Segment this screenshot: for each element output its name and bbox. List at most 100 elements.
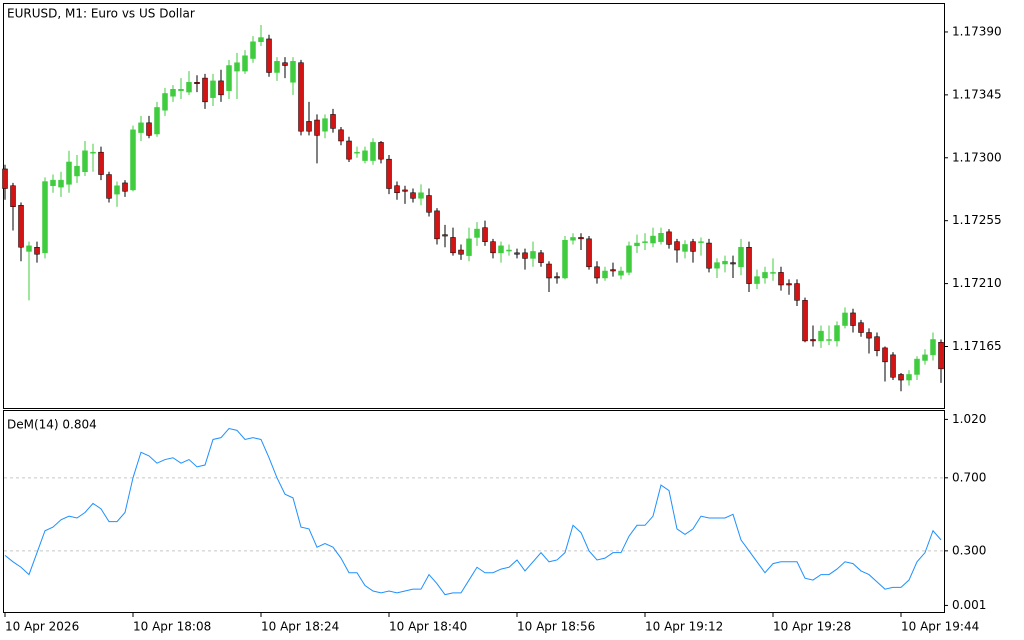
candle-body (82, 150, 88, 173)
candle-body (146, 122, 152, 136)
x-tick-label: 10 Apr 19:12 (645, 620, 723, 634)
candle-body (258, 37, 264, 42)
candle-body (770, 272, 776, 274)
candle-body (2, 168, 8, 189)
candle-body (106, 174, 112, 199)
candle-body (410, 192, 416, 199)
candle-body (50, 179, 56, 186)
candle-body (778, 272, 784, 286)
candle-body (202, 77, 208, 103)
candle-body (42, 181, 48, 254)
candle-body (626, 245, 632, 273)
candle-body (66, 161, 72, 185)
candle-body (570, 237, 576, 241)
y-tick-label: 1.17390 (952, 24, 1002, 38)
candle-body (354, 151, 360, 154)
indicator-title: DeM(14) 0.804 (7, 418, 97, 432)
y-tick-label: 1.17165 (952, 339, 1002, 353)
candle-body (338, 129, 344, 142)
candle-body (602, 270, 608, 279)
candle-body (898, 374, 904, 381)
candle-body (682, 244, 688, 252)
candle-body (890, 354, 896, 378)
candle-body (322, 118, 328, 132)
y-tick-label: 0.300 (952, 543, 986, 557)
candle-body (458, 249, 464, 255)
candle-body (242, 55, 248, 72)
candle-body (634, 242, 640, 247)
candle-body (618, 270, 624, 276)
candle-body (842, 312, 848, 326)
candle-body (122, 182, 128, 192)
candle-body (834, 325, 840, 342)
candle-body (858, 322, 864, 333)
candle-body (34, 246, 40, 255)
candle-body (250, 41, 256, 59)
candle-body (738, 246, 744, 268)
candle-body (210, 80, 216, 98)
candle-body (850, 312, 856, 326)
candle-body (346, 140, 352, 160)
candle-body (274, 61, 280, 73)
candle-body (450, 237, 456, 254)
candle-body (314, 119, 320, 136)
candle-body (914, 358, 920, 375)
candle-body (298, 62, 304, 132)
candle-body (514, 252, 520, 255)
candle-body (506, 249, 512, 252)
candle-body (18, 205, 24, 248)
candle-body (578, 237, 584, 240)
x-tick-label: 10 Apr 19:44 (901, 620, 979, 634)
candle-body (98, 151, 104, 175)
candle-body (26, 245, 32, 252)
candle-body (418, 192, 424, 199)
x-tick-label: 10 Apr 18:08 (133, 620, 211, 634)
candle-body (730, 262, 736, 265)
candle-body (722, 260, 728, 265)
y-tick-label: 1.17300 (952, 150, 1002, 164)
candle-body (498, 245, 504, 254)
candle-body (554, 276, 560, 279)
candle-body (642, 241, 648, 243)
candle-body (218, 80, 224, 96)
candle-body (706, 242, 712, 269)
candle-body (114, 185, 120, 195)
y-tick-label: 0.001 (952, 598, 986, 612)
candle-body (282, 62, 288, 66)
candle-body (426, 195, 432, 213)
candle-body (290, 61, 296, 83)
candle-body (522, 252, 528, 259)
candle-body (818, 330, 824, 342)
candle-body (698, 241, 704, 243)
candle-body (154, 107, 160, 135)
candle-body (170, 89, 176, 97)
candle-body (74, 165, 80, 177)
candle-body (306, 121, 312, 132)
candle-body (162, 93, 168, 111)
candle-body (402, 189, 408, 192)
candle-body (130, 129, 136, 191)
y-tick-label: 1.020 (952, 412, 986, 426)
candle-body (434, 210, 440, 240)
candle-body (746, 246, 752, 284)
candle-body (226, 65, 232, 91)
candle-body (386, 158, 392, 189)
y-tick-label: 1.17255 (952, 213, 1002, 227)
candle-body (546, 263, 552, 279)
candle-body (138, 122, 144, 133)
candle-body (586, 238, 592, 268)
candle-body (490, 241, 496, 254)
candle-body (466, 238, 472, 256)
candle-body (866, 332, 872, 339)
candle-body (882, 347, 888, 363)
candle-body (186, 82, 192, 93)
candle-body (362, 150, 368, 161)
candle-body (330, 114, 336, 129)
candle-body (58, 179, 64, 188)
x-tick-label: 10 Apr 18:56 (517, 620, 595, 634)
candle-body (530, 251, 536, 259)
candle-body (930, 339, 936, 356)
candle-body (922, 354, 928, 361)
